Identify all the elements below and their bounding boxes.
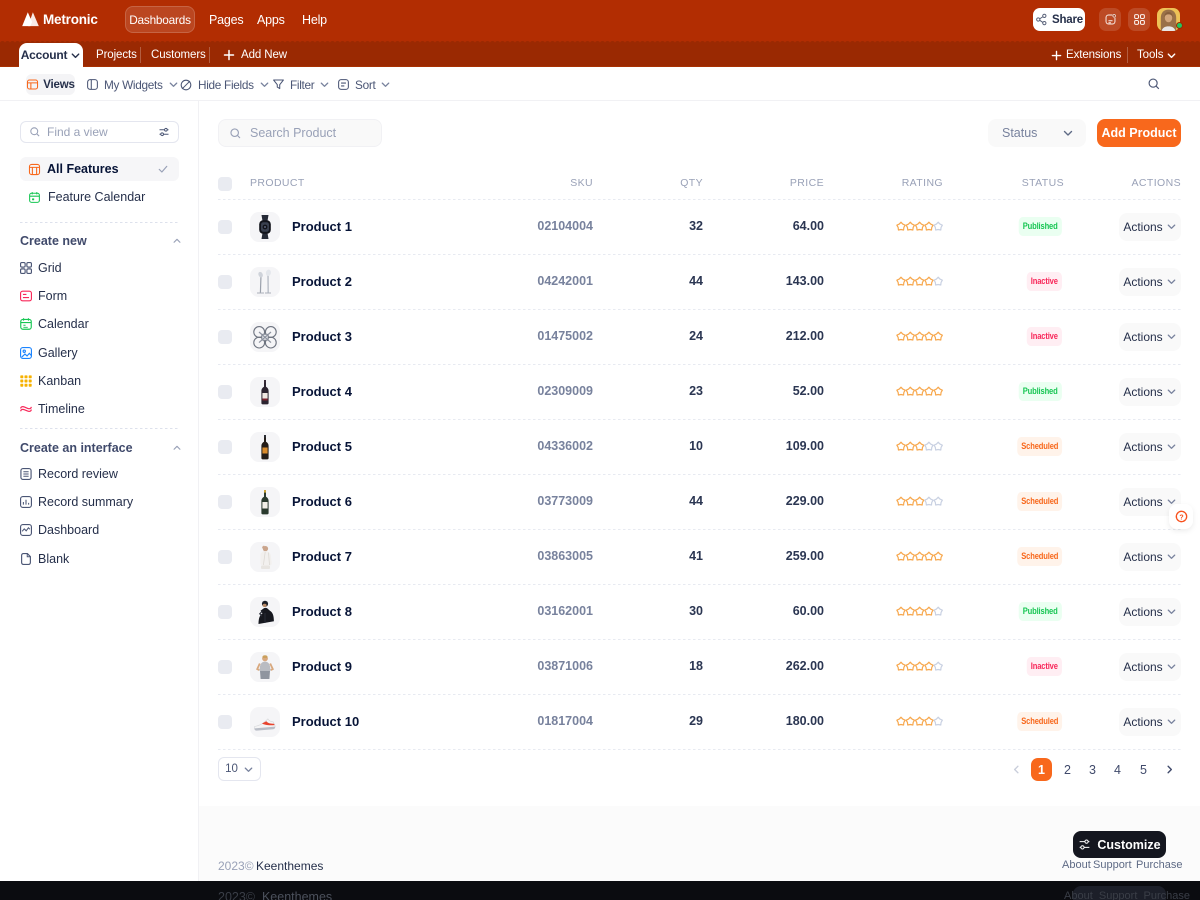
svg-text:?: ?	[1179, 514, 1183, 521]
